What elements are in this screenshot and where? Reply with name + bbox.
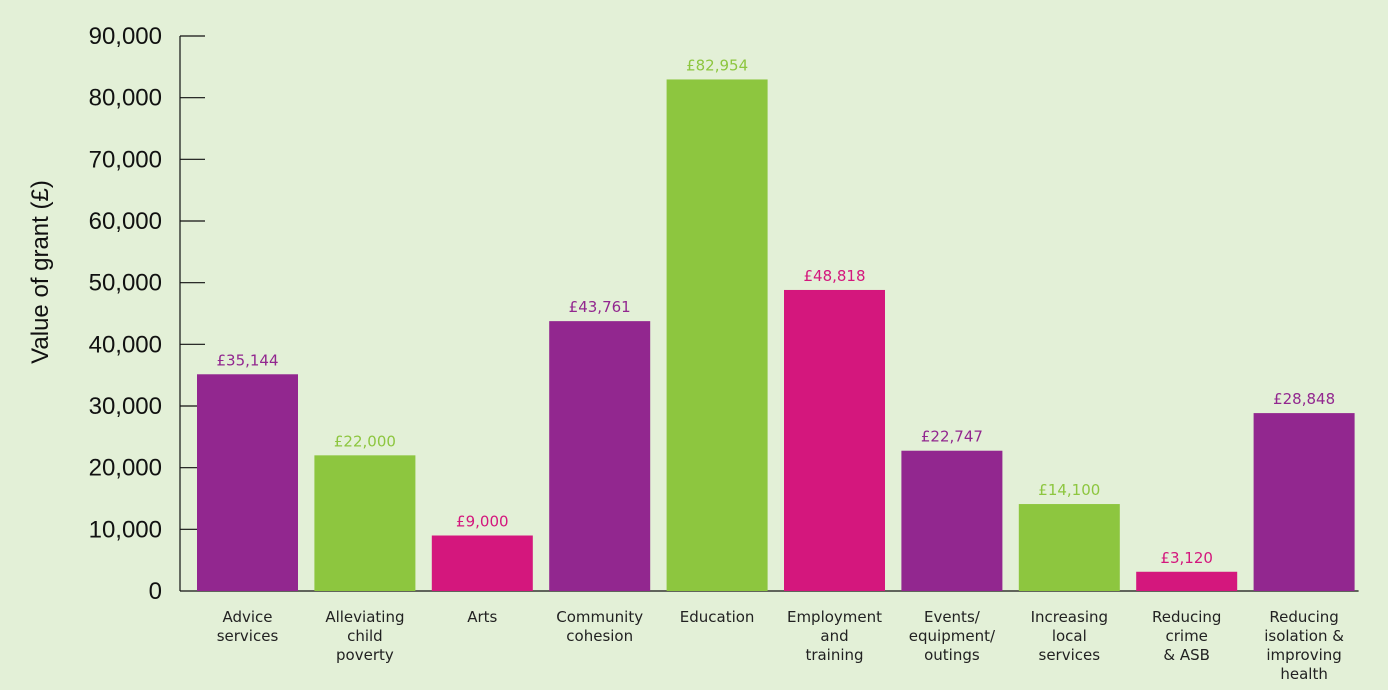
data-label: £22,747 (921, 428, 983, 446)
y-axis: 0 10,000 20,000 30,000 40,000 50,000 60,000 70,… (89, 23, 1359, 605)
data-label: £82,954 (686, 56, 748, 74)
data-label: £43,761 (569, 298, 631, 316)
y-tick-label: 70,000 (89, 146, 162, 173)
x-tick-label: Reducing isolation & improving health (1264, 608, 1344, 683)
y-tick-label: 50,000 (89, 270, 162, 297)
data-label: £35,144 (216, 351, 278, 369)
y-tick-label: 30,000 (89, 393, 162, 420)
bar (431, 535, 533, 591)
bar (1018, 504, 1120, 591)
x-tick-label: Increasing local services (1031, 608, 1108, 664)
x-tick-label: Advice services (217, 608, 279, 645)
data-label: £48,818 (803, 267, 865, 285)
x-axis-labels: Advice services Alleviating child poverty Art… (217, 608, 1345, 683)
bar (314, 455, 416, 591)
y-tick-label: 0 (149, 578, 162, 605)
data-label: £28,848 (1273, 390, 1335, 408)
y-axis-label: Value of grant (£) (27, 180, 54, 364)
bar (549, 321, 651, 591)
bar (784, 289, 885, 591)
data-label: £22,000 (334, 432, 396, 450)
data-labels: £35,144 £22,000 £9,000 £43,761 £82,954 £48,81… (216, 56, 1335, 566)
y-tick-label: 90,000 (89, 23, 162, 50)
x-tick-label: Employment and training (787, 608, 882, 664)
x-tick-label: Alleviating child poverty (325, 608, 404, 664)
bars (197, 79, 1355, 592)
y-tick-label: 20,000 (89, 455, 162, 482)
bar (197, 374, 298, 591)
data-label: £3,120 (1160, 549, 1213, 567)
y-tick-label: 10,000 (89, 516, 162, 543)
x-tick-label: Events/equipment/outings (909, 608, 996, 664)
data-label: £9,000 (456, 513, 509, 531)
y-tick-label: 40,000 (89, 331, 162, 358)
y-tick-label: 80,000 (89, 85, 162, 112)
bar (666, 79, 768, 592)
x-tick-label: Education (680, 608, 755, 626)
y-tick-label: 60,000 (89, 208, 162, 235)
bar (901, 450, 1003, 591)
x-tick-label: Reducing crime & ASB (1152, 608, 1221, 664)
data-label: £14,100 (1038, 481, 1100, 499)
bar (1136, 571, 1238, 591)
x-tick-label: Arts (467, 608, 497, 626)
x-tick-label: Community cohesion (556, 608, 643, 645)
bar (1253, 413, 1355, 591)
